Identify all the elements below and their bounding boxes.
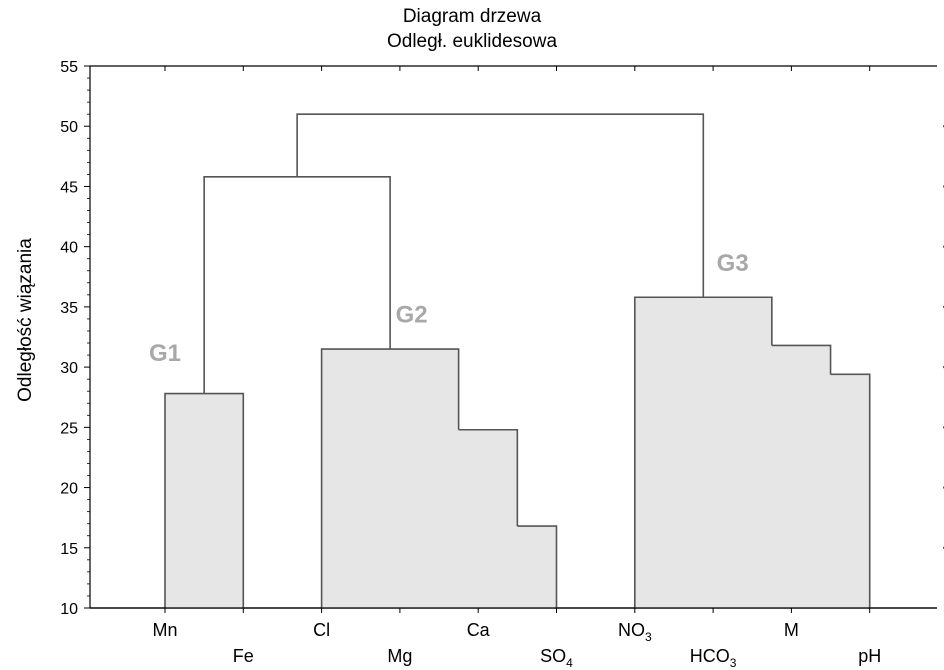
y-tick-label: 20 <box>60 481 78 498</box>
leaf-label: M <box>784 620 799 640</box>
leaf-label: Cl <box>313 620 330 640</box>
chart-subtitle: Odległ. euklidesowa <box>386 31 558 52</box>
y-tick-label: 35 <box>60 300 78 317</box>
y-tick-label: 55 <box>60 59 78 76</box>
group-label: G3 <box>717 250 749 277</box>
chart-title: Diagram drzewa <box>402 6 542 27</box>
leaf-label: Mg <box>387 646 412 666</box>
leaf-label: pH <box>858 646 881 666</box>
group-label: G2 <box>396 302 428 329</box>
leaf-label: NO3 <box>618 620 652 644</box>
y-tick-label: 50 <box>60 119 78 136</box>
merge-link <box>296 113 705 298</box>
y-tick-label: 30 <box>60 360 78 377</box>
y-tick-label: 45 <box>60 179 78 196</box>
y-tick-label: 25 <box>60 420 78 437</box>
group-label: G1 <box>149 340 181 367</box>
leaf-label: Fe <box>233 646 254 666</box>
y-tick-label: 40 <box>60 240 78 257</box>
leaf-label: Ca <box>467 620 491 640</box>
leaf-label: SO4 <box>540 646 573 670</box>
merge-fill <box>321 349 459 608</box>
leaf-label: HCO3 <box>690 646 737 670</box>
y-tick-label: 10 <box>60 601 78 618</box>
merge-fill <box>634 297 772 608</box>
leaf-label: Mn <box>152 620 177 640</box>
y-tick-label: 15 <box>60 541 78 558</box>
merge-fill <box>165 393 244 608</box>
